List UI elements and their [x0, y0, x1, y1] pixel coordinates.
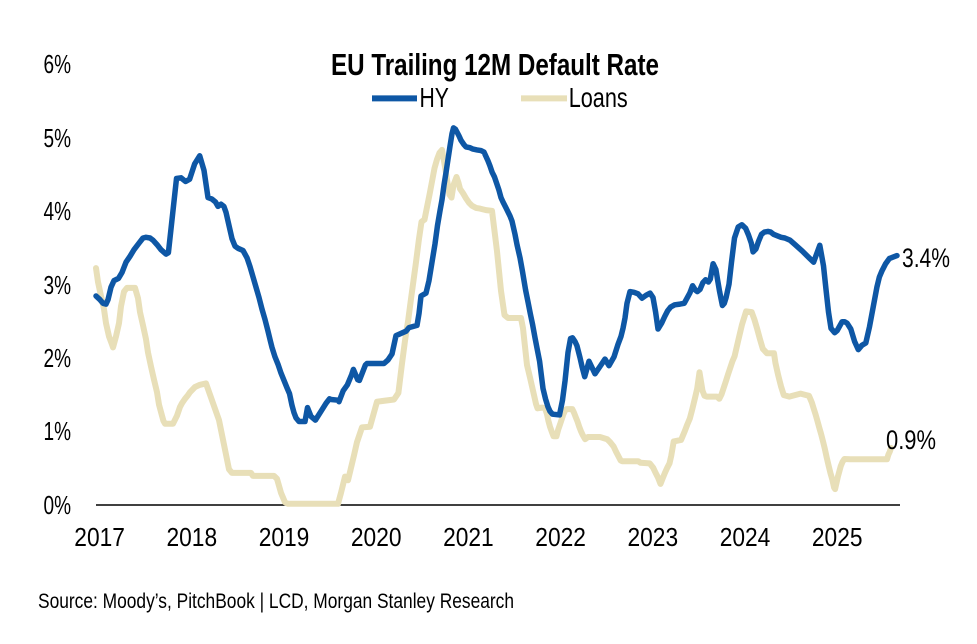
svg-text:Source: Moody’s, PitchBook | L: Source: Moody’s, PitchBook | LCD, Morgan… [38, 590, 514, 613]
svg-text:2023: 2023 [628, 522, 679, 552]
svg-text:Loans: Loans [569, 82, 628, 113]
svg-text:2024: 2024 [720, 522, 771, 552]
svg-text:2018: 2018 [167, 522, 218, 552]
svg-text:2%: 2% [44, 343, 72, 373]
svg-text:0.9%: 0.9% [886, 425, 936, 455]
svg-text:HY: HY [420, 82, 450, 113]
svg-text:5%: 5% [44, 123, 72, 153]
svg-text:2025: 2025 [812, 522, 863, 552]
svg-text:1%: 1% [44, 416, 72, 446]
svg-text:2017: 2017 [74, 522, 125, 552]
svg-text:6%: 6% [44, 49, 72, 79]
svg-text:EU Trailing 12M Default Rate: EU Trailing 12M Default Rate [331, 47, 659, 82]
svg-text:2019: 2019 [259, 522, 310, 552]
svg-text:0%: 0% [44, 490, 72, 520]
svg-text:3.4%: 3.4% [902, 243, 950, 273]
svg-text:2022: 2022 [535, 522, 586, 552]
svg-text:2020: 2020 [351, 522, 402, 552]
svg-text:3%: 3% [44, 270, 72, 300]
svg-text:2021: 2021 [443, 522, 494, 552]
svg-text:4%: 4% [44, 196, 72, 226]
